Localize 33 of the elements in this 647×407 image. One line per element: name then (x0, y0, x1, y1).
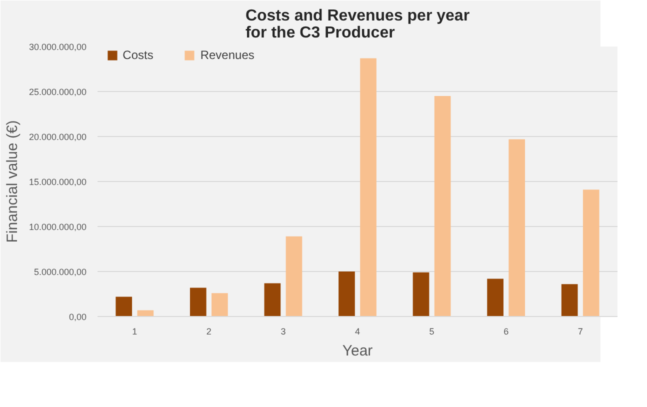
x-tick-label: 1 (132, 326, 138, 336)
y-tick-label: 25.000.000,00 (28, 87, 87, 97)
chart-title: Costs and Revenues per year for the C3 Producer (245, 8, 470, 42)
y-tick-label: 20.000.000,00 (28, 132, 87, 142)
x-tick-label: 7 (578, 326, 583, 336)
bar (561, 284, 578, 316)
bar (116, 296, 132, 316)
bar (487, 278, 504, 316)
bar (338, 272, 355, 316)
y-tick-label: 15.000.000,00 (28, 177, 87, 187)
bar (264, 283, 281, 316)
x-tick-label: 5 (429, 326, 434, 336)
y-tick-label: 5.000.000,00 (34, 267, 87, 277)
bar (286, 236, 302, 316)
y-tick-label: 0,00 (68, 312, 87, 322)
legend-label: Revenues (200, 48, 254, 62)
x-tick-label: 3 (280, 326, 286, 336)
bar (434, 96, 451, 316)
y-axis-title: Financial value (€) (4, 120, 21, 243)
x-tick-label: 4 (354, 326, 360, 336)
bar (212, 293, 228, 316)
y-tick-label: 10.000.000,00 (28, 222, 87, 232)
bar (412, 272, 430, 316)
y-tick-label: 30.000.000,00 (28, 42, 87, 52)
x-axis-title: Year (342, 342, 373, 360)
bar (360, 58, 376, 316)
bar (190, 288, 206, 316)
legend-label: Costs (122, 48, 154, 62)
bar (137, 310, 154, 316)
bar (582, 190, 600, 316)
x-tick-label: 2 (206, 326, 212, 336)
bar (508, 139, 526, 316)
x-tick-label: 6 (504, 326, 509, 336)
